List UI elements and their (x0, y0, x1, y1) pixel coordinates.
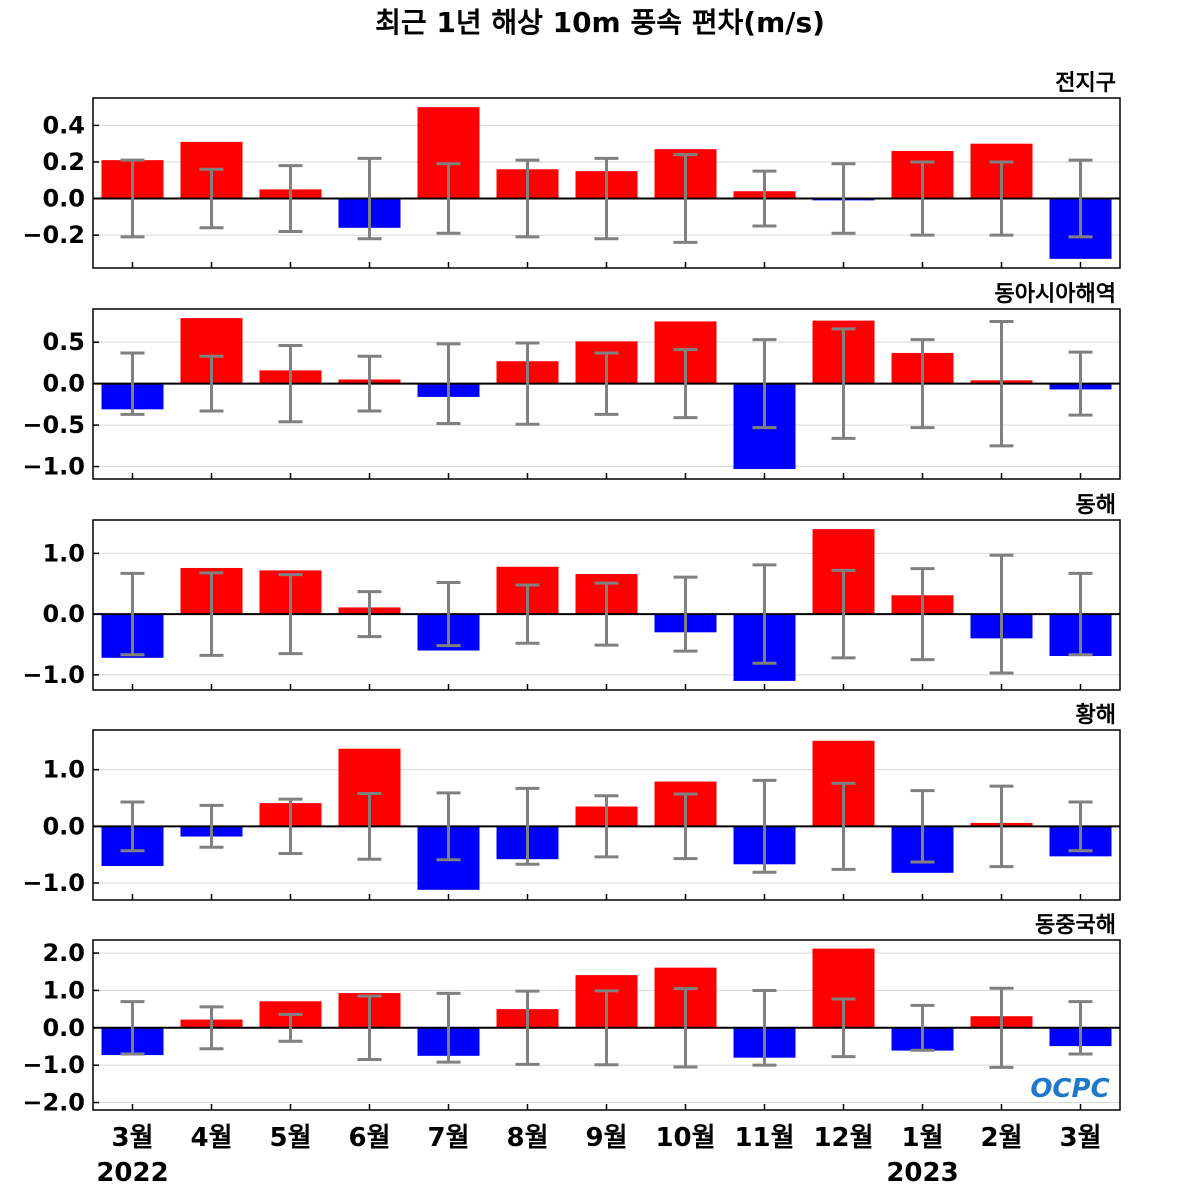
x-tick-label: 2월 (980, 1123, 1022, 1153)
year-label: 2023 (886, 1158, 958, 1188)
y-tick-label: 2.0 (42, 939, 85, 967)
y-tick-label: 1.0 (42, 539, 85, 567)
x-tick-label: 3월 (111, 1123, 153, 1153)
panel-2: 1.0 0.0 −1.0 동해 (22, 493, 1121, 691)
y-tick-label: −1.0 (22, 453, 85, 481)
x-tick-label: 12월 (813, 1123, 873, 1153)
y-tick-label: 0.2 (42, 148, 85, 176)
panel-0: 0.4 0.2 0.0 −0.2 전지구 (22, 71, 1121, 269)
y-tick-label: 1.0 (42, 976, 85, 1004)
y-tick-label: 1.0 (42, 756, 85, 784)
panel-label: 동해 (1076, 493, 1116, 518)
y-tick-label: −1.0 (22, 661, 85, 689)
x-tick-label: 6월 (348, 1123, 390, 1153)
x-tick-label: 4월 (190, 1123, 232, 1153)
x-axis-labels: 3월 4월 5월 6월 7월 8월 9월 10월 11월 12월 1월 2월 3월 2022 2023 (96, 1123, 1101, 1188)
panel-3: 1.0 0.0 −1.0 황해 (22, 703, 1121, 901)
y-tick-label: 0.0 (42, 1014, 85, 1042)
x-tick-label: 7월 (427, 1123, 469, 1153)
panel-label: 동아시아해역 (995, 282, 1116, 307)
y-tick-label: 0.4 (42, 111, 85, 139)
chart-title: 최근 1년 해상 10m 풍속 편차(m/s) (375, 6, 825, 39)
y-tick-label: −2.0 (22, 1089, 85, 1117)
y-tick-label: 0.0 (42, 812, 85, 840)
y-tick-label: 0.5 (42, 328, 85, 356)
y-tick-label: −0.5 (22, 411, 85, 439)
x-tick-label: 11월 (734, 1123, 794, 1153)
y-tick-label: 0.0 (42, 370, 85, 398)
x-tick-label: 8월 (506, 1123, 548, 1153)
x-tick-label: 1월 (901, 1123, 943, 1153)
ocpc-logo: OCPC (1030, 1074, 1109, 1104)
panel-4: 2.0 1.0 0.0 −1.0 −2.0 동중국해 (22, 913, 1121, 1117)
panel-label: 동중국해 (1035, 913, 1116, 938)
x-tick-label: 5월 (269, 1123, 311, 1153)
panel-label: 전지구 (1055, 71, 1116, 96)
y-tick-label: −1.0 (22, 869, 85, 897)
panel-1: 0.5 0.0 −0.5 −1.0 동아시아해역 (22, 282, 1121, 481)
x-tick-label: 9월 (585, 1123, 627, 1153)
y-tick-label: 0.0 (42, 185, 85, 213)
year-label: 2022 (96, 1158, 168, 1188)
x-tick-label: 10월 (655, 1123, 715, 1153)
y-tick-label: 0.0 (42, 600, 85, 628)
y-tick-label: −0.2 (22, 221, 85, 249)
x-tick-label: 3월 (1059, 1123, 1101, 1153)
chart-panels: 0.4 0.2 0.0 −0.2 전지구 0.5 0.0 −0.5 −1.0 동아시아해역 1.0 0… (22, 71, 1121, 1117)
panel-label: 황해 (1076, 703, 1116, 728)
y-tick-label: −1.0 (22, 1051, 85, 1079)
